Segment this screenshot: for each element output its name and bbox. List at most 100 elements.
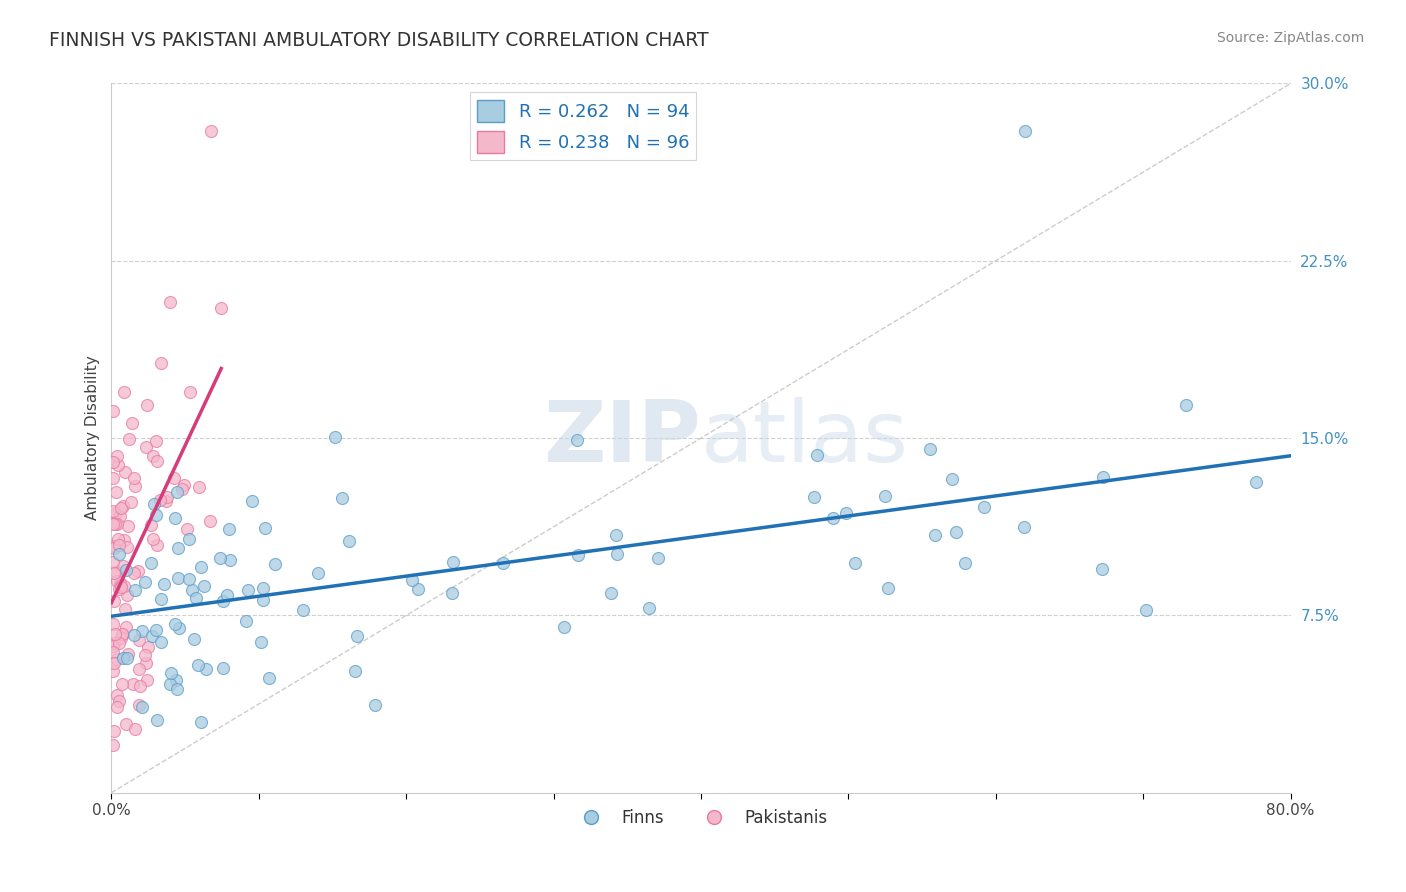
Point	[101, 555, 124, 569]
Point	[149, 635, 172, 649]
Point	[124, 479, 146, 493]
Point	[143, 497, 166, 511]
Point	[167, 571, 190, 585]
Point	[176, 522, 198, 536]
Point	[159, 295, 181, 310]
Point	[179, 572, 201, 586]
Point	[440, 586, 463, 600]
Point	[945, 524, 967, 539]
Text: atlas: atlas	[702, 397, 910, 480]
Point	[1175, 398, 1198, 412]
Text: Source: ZipAtlas.com: Source: ZipAtlas.com	[1216, 31, 1364, 45]
Point	[122, 566, 145, 580]
Point	[104, 565, 127, 579]
Point	[159, 676, 181, 690]
Point	[110, 577, 132, 591]
Point	[1012, 520, 1035, 534]
Point	[117, 647, 139, 661]
Point	[211, 594, 233, 608]
Point	[112, 558, 135, 573]
Point	[264, 558, 287, 572]
Point	[150, 356, 173, 370]
Point	[114, 465, 136, 479]
Point	[1091, 562, 1114, 576]
Point	[101, 404, 124, 418]
Point	[806, 448, 828, 462]
Point	[259, 671, 281, 685]
Point	[101, 640, 124, 654]
Point	[131, 699, 153, 714]
Point	[117, 519, 139, 533]
Point	[104, 627, 127, 641]
Point	[177, 532, 200, 546]
Point	[141, 556, 163, 570]
Legend: Finns, Pakistanis: Finns, Pakistanis	[568, 803, 834, 834]
Point	[364, 698, 387, 713]
Point	[567, 433, 589, 447]
Point	[250, 635, 273, 649]
Point	[108, 582, 131, 597]
Point	[193, 579, 215, 593]
Point	[307, 566, 329, 581]
Point	[142, 532, 165, 546]
Point	[108, 694, 131, 708]
Text: FINNISH VS PAKISTANI AMBULATORY DISABILITY CORRELATION CHART: FINNISH VS PAKISTANI AMBULATORY DISABILI…	[49, 31, 709, 50]
Point	[103, 593, 125, 607]
Point	[165, 673, 187, 687]
Point	[134, 574, 156, 589]
Point	[173, 478, 195, 492]
Point	[844, 556, 866, 570]
Point	[112, 499, 135, 513]
Point	[128, 662, 150, 676]
Point	[209, 301, 232, 315]
Point	[135, 657, 157, 671]
Point	[179, 384, 201, 399]
Point	[105, 485, 128, 500]
Point	[149, 493, 172, 508]
Point	[112, 533, 135, 548]
Point	[101, 504, 124, 518]
Point	[101, 516, 124, 531]
Point	[135, 440, 157, 454]
Point	[170, 482, 193, 496]
Point	[337, 533, 360, 548]
Point	[187, 480, 209, 494]
Point	[235, 614, 257, 628]
Point	[876, 582, 898, 596]
Point	[918, 442, 941, 456]
Point	[112, 579, 135, 593]
Point	[124, 722, 146, 736]
Point	[114, 602, 136, 616]
Point	[103, 636, 125, 650]
Point	[163, 511, 186, 525]
Point	[128, 632, 150, 647]
Point	[167, 541, 190, 555]
Point	[115, 716, 138, 731]
Point	[111, 650, 134, 665]
Point	[343, 665, 366, 679]
Point	[606, 547, 628, 561]
Point	[924, 528, 946, 542]
Point	[803, 490, 825, 504]
Point	[105, 574, 128, 588]
Point	[291, 603, 314, 617]
Point	[121, 495, 143, 509]
Point	[553, 619, 575, 633]
Point	[647, 551, 669, 566]
Point	[115, 619, 138, 633]
Point	[955, 556, 977, 570]
Point	[184, 591, 207, 606]
Point	[190, 560, 212, 574]
Point	[107, 547, 129, 561]
Point	[115, 540, 138, 554]
Point	[567, 548, 589, 562]
Point	[166, 485, 188, 500]
Point	[111, 676, 134, 690]
Point	[240, 494, 263, 508]
Point	[107, 532, 129, 546]
Point	[145, 434, 167, 448]
Point	[101, 739, 124, 753]
Point	[212, 661, 235, 675]
Point	[112, 384, 135, 399]
Point	[107, 538, 129, 552]
